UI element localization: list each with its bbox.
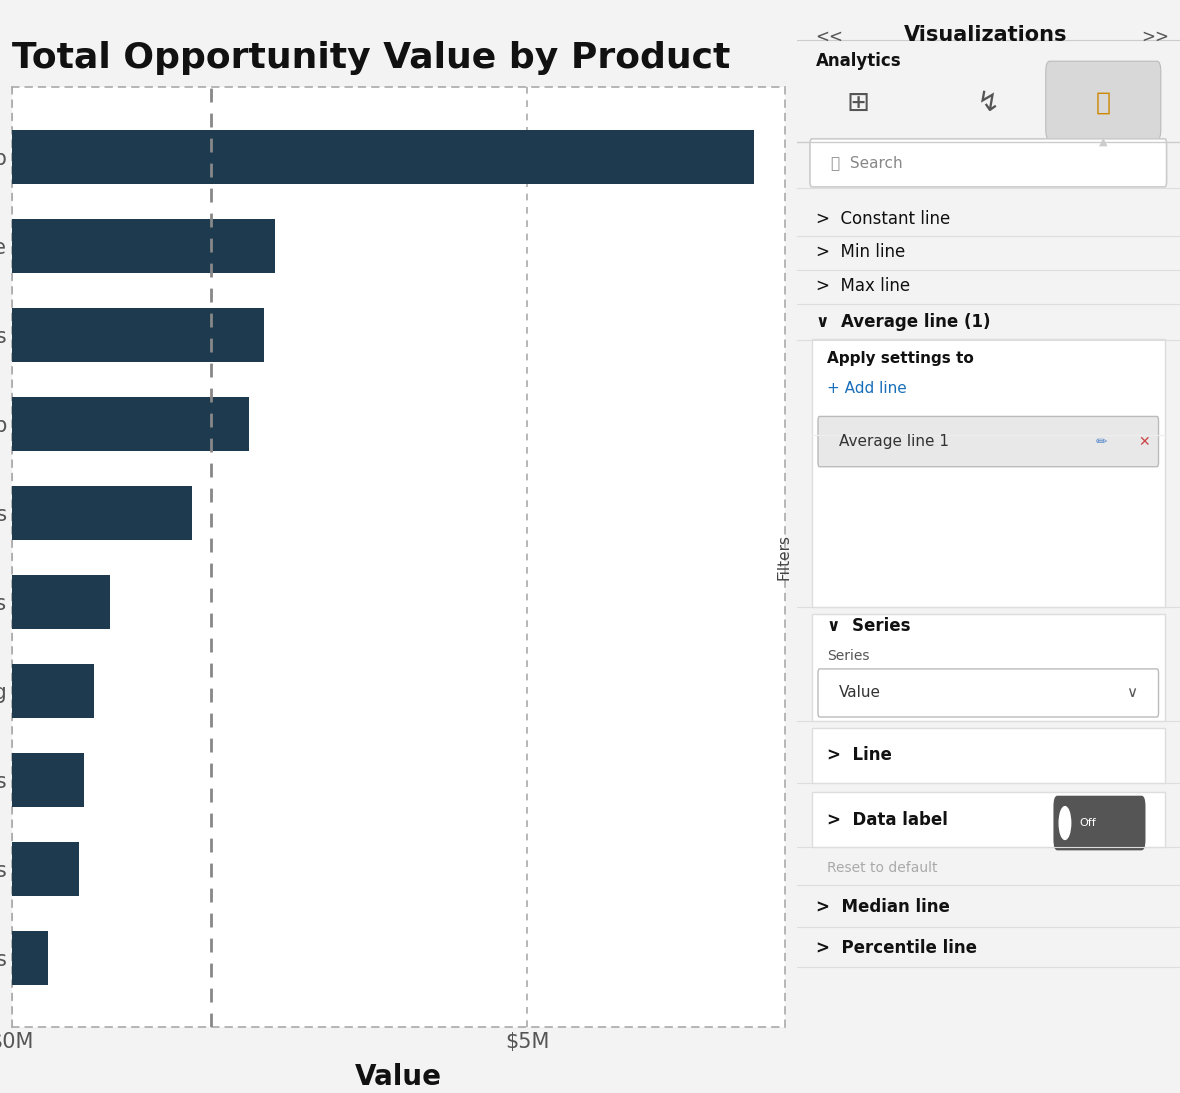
- Bar: [12, 753, 84, 807]
- Bar: [12, 931, 48, 985]
- FancyBboxPatch shape: [812, 73, 904, 126]
- Text: ✕: ✕: [1138, 435, 1149, 448]
- Bar: [12, 130, 754, 184]
- Text: >  Min line: > Min line: [815, 244, 905, 261]
- Text: >  Median line: > Median line: [815, 898, 950, 916]
- Bar: [12, 308, 264, 362]
- Text: Reset to default: Reset to default: [827, 861, 938, 874]
- Bar: [12, 575, 110, 628]
- Text: Analytics: Analytics: [815, 52, 902, 70]
- FancyBboxPatch shape: [812, 339, 1165, 607]
- Text: Visualizations: Visualizations: [904, 25, 1068, 45]
- FancyBboxPatch shape: [1054, 796, 1146, 850]
- Text: Filters: Filters: [776, 534, 791, 580]
- FancyBboxPatch shape: [809, 139, 1167, 187]
- Text: 🔍  Search: 🔍 Search: [831, 155, 903, 171]
- Bar: [12, 486, 192, 540]
- Text: >  Max line: > Max line: [815, 278, 910, 295]
- Text: 🔍: 🔍: [1096, 91, 1110, 115]
- FancyBboxPatch shape: [818, 669, 1159, 717]
- Text: Total Opportunity Value by Product: Total Opportunity Value by Product: [12, 42, 730, 75]
- Text: >  Constant line: > Constant line: [815, 210, 950, 227]
- FancyBboxPatch shape: [1045, 61, 1161, 140]
- Text: Average line 1: Average line 1: [839, 434, 949, 449]
- Bar: [12, 397, 249, 450]
- Bar: [12, 665, 94, 718]
- Text: ∨: ∨: [1126, 685, 1138, 701]
- Bar: [12, 843, 79, 895]
- Text: ∨  Series: ∨ Series: [827, 618, 911, 635]
- FancyBboxPatch shape: [818, 416, 1159, 467]
- Text: ✏: ✏: [1096, 435, 1107, 448]
- Text: Off: Off: [1080, 818, 1096, 828]
- Text: ∨  Average line (1): ∨ Average line (1): [815, 314, 990, 331]
- Text: >>: >>: [1142, 27, 1169, 45]
- Text: + Add line: + Add line: [827, 380, 907, 396]
- Text: >  Percentile line: > Percentile line: [815, 939, 977, 956]
- Text: ↯: ↯: [977, 89, 999, 117]
- FancyBboxPatch shape: [812, 614, 1165, 721]
- Text: ▲: ▲: [1099, 137, 1108, 146]
- X-axis label: Value: Value: [355, 1063, 441, 1092]
- Circle shape: [1060, 807, 1070, 839]
- Bar: [12, 220, 275, 272]
- Text: >  Line: > Line: [827, 747, 892, 764]
- Text: Series: Series: [827, 649, 870, 662]
- FancyBboxPatch shape: [812, 792, 1165, 847]
- Text: >  Data label: > Data label: [827, 811, 948, 828]
- FancyBboxPatch shape: [812, 728, 1165, 783]
- Text: Apply settings to: Apply settings to: [827, 351, 974, 366]
- Text: <<: <<: [815, 27, 844, 45]
- Text: ⊞: ⊞: [846, 89, 870, 117]
- Text: Value: Value: [839, 685, 880, 701]
